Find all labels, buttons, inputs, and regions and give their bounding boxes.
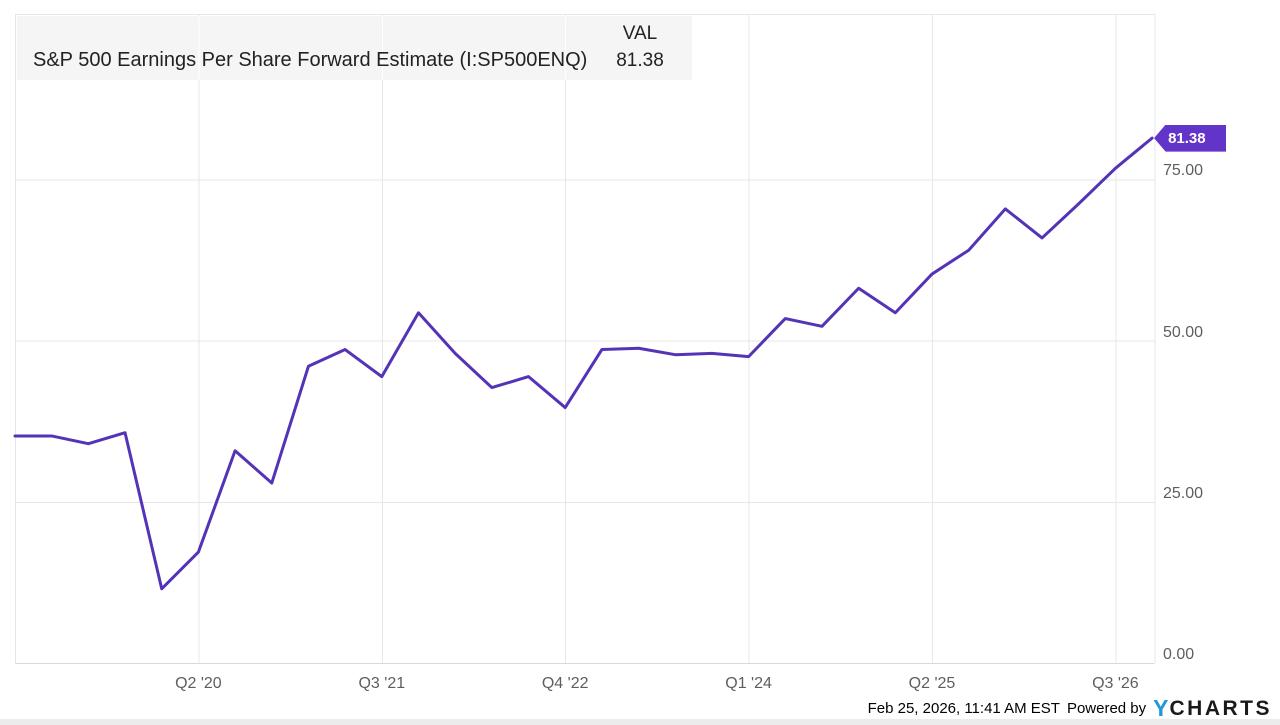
y-axis-label: 25.00: [1163, 484, 1204, 502]
ycharts-logo-y-icon: Y: [1153, 695, 1170, 721]
powered-by-label: Powered by: [1066, 700, 1147, 717]
last-value-badge: 81.38: [1154, 124, 1227, 152]
x-axis-label: Q2 '25: [908, 675, 956, 692]
y-axis-label: 0.00: [1163, 646, 1195, 663]
x-axis-label: Q3 '21: [358, 675, 406, 692]
x-axis-label: Q4 '22: [541, 675, 589, 692]
chart-title: S&P 500 Earnings Per Share Forward Estim…: [33, 49, 588, 71]
ycharts-logo-text: CHARTS: [1169, 696, 1272, 720]
y-axis-label: 75.00: [1163, 162, 1204, 180]
y-axis-label: 50.00: [1163, 323, 1204, 341]
val-column-header: VAL: [622, 23, 658, 44]
ycharts-logo[interactable]: Y CHARTS: [1153, 695, 1272, 722]
val-column-value: 81.38: [616, 50, 664, 71]
x-axis-label: Q1 '24: [725, 675, 772, 692]
timestamp: Feb 25, 2026, 11:41 AM EST: [867, 700, 1060, 717]
series-line: [13, 136, 1154, 591]
bottom-edge-strip: [0, 719, 1280, 725]
x-axis-label: Q3 '26: [1092, 675, 1139, 692]
x-axis-label: Q2 '20: [175, 675, 222, 692]
